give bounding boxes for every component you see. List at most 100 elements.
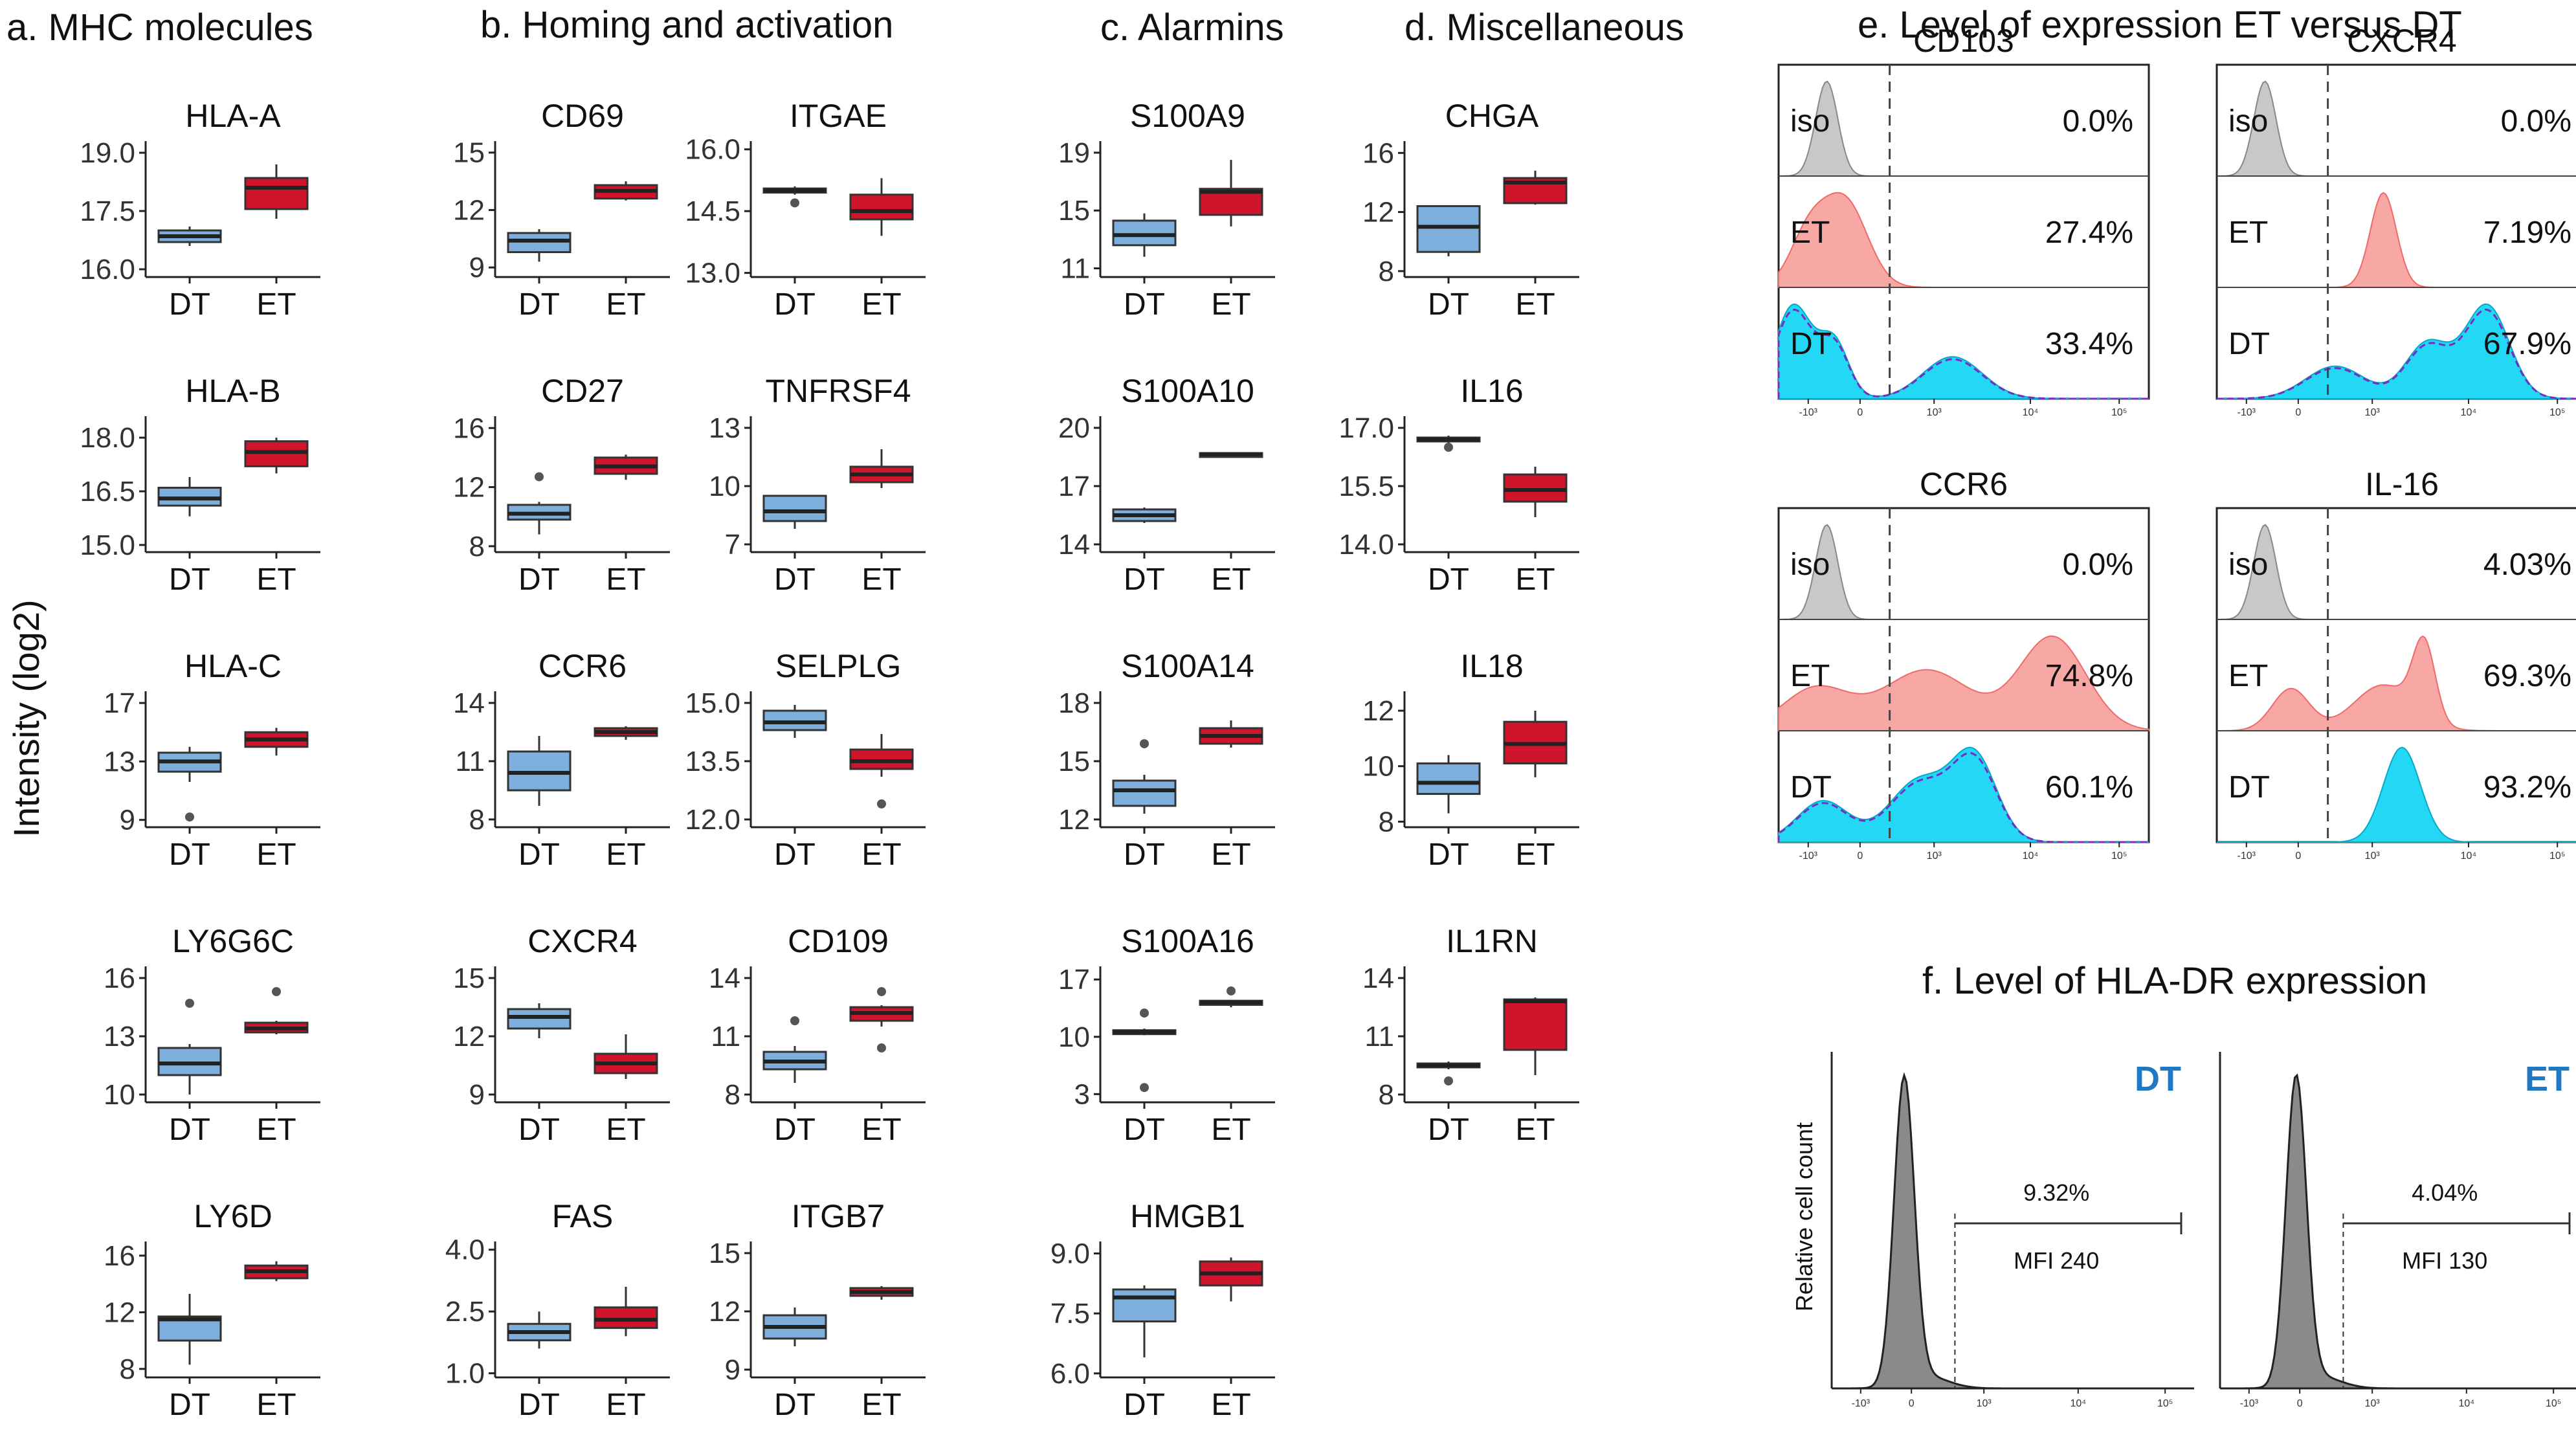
y-tick-label: 8 xyxy=(1379,256,1394,287)
outlier-point xyxy=(1444,443,1453,452)
category-label: DT xyxy=(774,287,816,322)
category-label: DT xyxy=(518,1388,560,1422)
y-tick-label: 14 xyxy=(1058,529,1090,561)
y-tick-label: 8 xyxy=(469,804,485,836)
x-tick-label: -10³ xyxy=(1799,851,1818,862)
plot-title: HLA-A xyxy=(185,98,281,134)
boxplot-hla-c: HLA-C 9 13 17 DT ET xyxy=(104,648,320,872)
hla-dr-panel-et: ET 4.04% MFI 130 -10³ 0 10³ 10⁴ 10⁵ xyxy=(2219,1052,2576,1409)
y-tick-label: 1.0 xyxy=(445,1358,485,1390)
category-label: ET xyxy=(606,562,645,597)
y-tick-label: 18 xyxy=(1058,687,1090,719)
y-tick-label: 10 xyxy=(1362,751,1394,783)
boxplot-s100a9: S100A9 11 15 19 DT ET xyxy=(1058,98,1275,322)
category-label: ET xyxy=(1211,287,1250,322)
category-label: ET xyxy=(1515,1113,1555,1147)
hla-dr-group-label: ET xyxy=(2525,1060,2570,1098)
percent-label: 60.1% xyxy=(2045,770,2133,805)
hla-dr-mfi: MFI 130 xyxy=(2402,1247,2487,1274)
x-tick-label: 10⁵ xyxy=(2546,1398,2561,1409)
flow-title: CCR6 xyxy=(1920,466,2008,502)
outlier-point xyxy=(1140,1083,1149,1093)
x-tick-label: 0 xyxy=(2295,407,2301,418)
outlier-point xyxy=(1140,739,1149,748)
category-label: ET xyxy=(606,838,645,872)
y-tick-label: 9 xyxy=(725,1354,740,1386)
y-tick-label: 16.5 xyxy=(80,476,135,507)
flow-panel-il-16: IL-16 iso 4.03% ET 69.3% DT 93.2% -10³ 0 10³ 10⁴ 10… xyxy=(2215,466,2576,862)
plot-title: TNFRSF4 xyxy=(766,373,911,409)
flow-panel-cxcr4: CXCR4 iso 0.0% ET 7.19% DT 67.9% -10³ 0 10³ 10⁴ 10⁵ xyxy=(2215,23,2576,418)
category-label: ET xyxy=(256,1113,296,1147)
box-dt xyxy=(1112,779,1177,807)
plot-title: HLA-B xyxy=(185,373,280,409)
flow-cytometry-grid: CD103 iso 0.0% ET 27.4% DT 33.4% -10³ 0 10³ 10⁴ 10⁵… xyxy=(1777,23,2576,862)
y-tick-label: 8 xyxy=(120,1353,135,1385)
row-label-dt: DT xyxy=(2228,770,2270,805)
y-tick-label: 15.0 xyxy=(80,529,135,561)
x-tick-label: 10⁴ xyxy=(2023,407,2039,418)
percent-label: 0.0% xyxy=(2063,104,2133,139)
category-label: ET xyxy=(1515,562,1555,597)
y-tick-label: 9 xyxy=(469,1079,485,1111)
y-tick-label: 17 xyxy=(104,687,135,719)
y-tick-label: 12 xyxy=(1058,804,1090,836)
category-label: DT xyxy=(169,562,210,597)
plot-title: HLA-C xyxy=(184,648,282,684)
plot-title: S100A9 xyxy=(1130,98,1245,134)
percent-label: 27.4% xyxy=(2045,216,2133,250)
category-label: ET xyxy=(256,287,296,322)
x-tick-label: -10³ xyxy=(2237,407,2256,418)
category-label: DT xyxy=(518,287,560,322)
x-tick-label: 10³ xyxy=(1927,851,1942,862)
boxplot-il1rn: IL1RN 8 11 14 DT ET xyxy=(1362,923,1579,1147)
x-tick-label: 10³ xyxy=(2365,1398,2381,1409)
y-tick-label: 11 xyxy=(1364,1021,1394,1052)
plot-title: CHGA xyxy=(1445,98,1539,134)
section-title-b: b. Homing and activation xyxy=(480,4,893,46)
y-tick-label: 4.0 xyxy=(445,1234,485,1266)
x-tick-label: 0 xyxy=(1857,851,1863,862)
percent-label: 4.03% xyxy=(2483,548,2571,582)
boxplot-itgae: ITGAE 13.0 14.5 16.0 DT ET xyxy=(685,98,926,322)
plot-title: HMGB1 xyxy=(1130,1198,1245,1234)
category-label: DT xyxy=(1428,838,1469,872)
plot-title: CD27 xyxy=(541,373,624,409)
overlay-dashed-curve xyxy=(2217,308,2576,400)
plot-title: LY6G6C xyxy=(172,923,294,959)
boxplot-selplg: SELPLG 12.0 13.5 15.0 DT ET xyxy=(685,648,926,872)
x-tick-label: 10³ xyxy=(2365,851,2381,862)
x-tick-label: 10³ xyxy=(1927,407,1942,418)
percent-label: 93.2% xyxy=(2483,770,2571,805)
outlier-point xyxy=(1140,1008,1149,1018)
category-label: DT xyxy=(774,562,816,597)
category-label: ET xyxy=(606,1113,645,1147)
plot-title: IL16 xyxy=(1460,373,1523,409)
category-label: DT xyxy=(169,1113,210,1147)
section-title-c: c. Alarmins xyxy=(1100,6,1284,49)
y-axis-label: Intensity (log2) xyxy=(6,599,47,837)
y-tick-label: 12 xyxy=(1362,695,1394,727)
percent-label: 7.19% xyxy=(2483,216,2571,250)
y-tick-label: 12.0 xyxy=(685,804,740,836)
y-tick-label: 12 xyxy=(453,194,485,226)
box-dt xyxy=(1416,762,1481,795)
hla-dr-histograms: Relative cell count DT 9.32% MFI 240 -10³ 0 10… xyxy=(1791,1052,2576,1409)
hla-dr-percent: 9.32% xyxy=(2023,1179,2089,1206)
boxplot-cd109: CD109 8 11 14 DT ET xyxy=(709,923,926,1147)
y-tick-label: 11 xyxy=(711,1021,740,1052)
boxplot-hmgb1: HMGB1 6.0 7.5 9.0 DT ET xyxy=(1050,1198,1275,1422)
y-tick-label: 15 xyxy=(1058,746,1090,777)
category-label: ET xyxy=(1515,287,1555,322)
boxplot-il16: IL16 14.0 15.5 17.0 DT ET xyxy=(1338,373,1579,597)
y-tick-label: 9 xyxy=(120,805,135,836)
y-tick-label: 13 xyxy=(104,1021,135,1052)
category-label: ET xyxy=(1211,1113,1250,1147)
boxplot-grid: HLA-A 16.0 17.5 19.0 DT ET HLA-B 15.0 16.5 18.0 DT… xyxy=(80,98,1579,1422)
category-label: ET xyxy=(861,1113,901,1147)
y-tick-label: 15 xyxy=(453,137,485,169)
flow-title: CD103 xyxy=(1913,23,2014,59)
row-label-et: ET xyxy=(2228,216,2268,250)
category-label: ET xyxy=(256,1388,296,1422)
boxplot-hla-a: HLA-A 16.0 17.5 19.0 DT ET xyxy=(80,98,320,322)
